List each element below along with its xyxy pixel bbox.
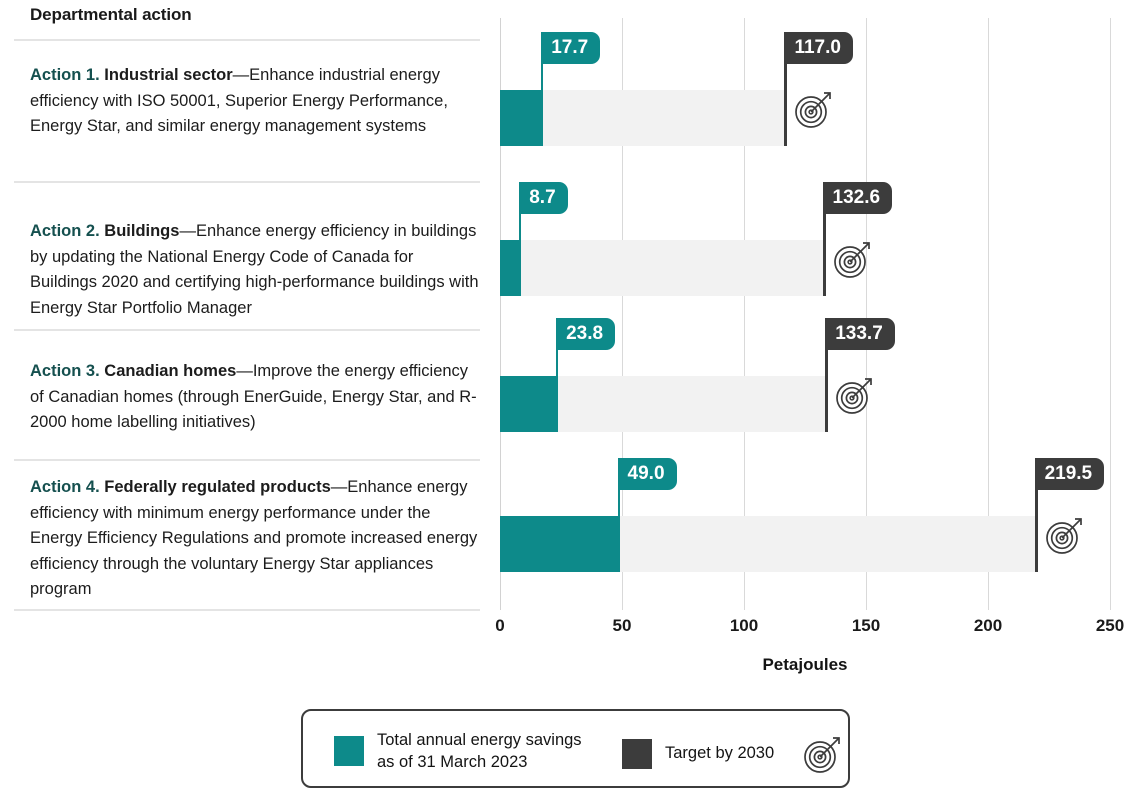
savings-value-label-3: 23.8 xyxy=(556,318,616,350)
gridline-0 xyxy=(500,18,501,610)
target-track-2 xyxy=(500,240,824,296)
plot-area: 0 50 100 150 200 250 17.7 117.0 8.7 132.6 23.8 133.… xyxy=(495,18,1124,635)
row-divider-1 xyxy=(14,181,480,183)
row-divider-4 xyxy=(14,609,480,611)
action-row-text-4: Action 4. Federally regulated products—E… xyxy=(30,475,480,603)
legend-label-target: Target by 2030 xyxy=(665,744,775,762)
legend-swatch-savings xyxy=(334,736,364,766)
target-icon xyxy=(800,731,846,777)
column-header: Departmental action xyxy=(30,5,192,24)
action-rest-4: —Enhance energy efficiency with minimum … xyxy=(30,478,478,598)
action-bold-1: Industrial sector xyxy=(104,66,233,84)
bar-chart: 0 50 100 150 200 250 17.7 117.0 8.7 132.6 23.8 133.… xyxy=(495,18,1124,674)
target-icon-2 xyxy=(830,236,876,282)
action-lead-3: Action 3. xyxy=(30,362,100,380)
target-value-label-1: 117.0 xyxy=(784,32,853,64)
savings-value-label-4: 49.0 xyxy=(617,458,677,490)
row-divider-2 xyxy=(14,329,480,331)
action-rest-2: —Enhance energy efficiency in buildings … xyxy=(30,222,479,317)
action-bold-2: Buildings xyxy=(104,222,180,240)
target-value-label-3: 133.7 xyxy=(825,318,895,350)
target-icon-3 xyxy=(832,372,878,418)
target-value-label-4: 219.5 xyxy=(1034,458,1105,490)
x-tick-label-100: 100 xyxy=(729,616,759,635)
action-row-text-2: Action 2. Buildings—Enhance energy effic… xyxy=(30,219,480,321)
gridline-250 xyxy=(1110,18,1111,610)
legend-swatch-target xyxy=(622,739,652,769)
savings-bar-1[interactable] xyxy=(500,90,544,146)
action-lead-2: Action 2. xyxy=(30,222,100,240)
savings-bar-2[interactable] xyxy=(500,240,522,296)
action-row-text-3: Action 3. Canadian homes—Improve the ene… xyxy=(30,359,480,436)
x-tick-label-0: 0 xyxy=(495,616,505,635)
target-line-2 xyxy=(822,182,826,296)
action-bold-3: Canadian homes xyxy=(104,362,237,380)
action-rest-1: —Enhance industrial energy efficiency wi… xyxy=(30,66,448,135)
gridline-50 xyxy=(622,18,623,610)
chart-legend: Total annual energy savings as of 31 Mar… xyxy=(301,709,850,788)
header-divider xyxy=(14,39,480,41)
x-tick-label-250: 250 xyxy=(1095,616,1125,635)
action-lead-1: Action 1. xyxy=(30,66,100,84)
action-row-text-1: Action 1. Industrial sector—Enhance indu… xyxy=(30,63,480,140)
x-axis-title: Petajoules xyxy=(762,655,848,674)
legend-label-savings: Total annual energy savings as of 31 Mar… xyxy=(377,731,582,771)
action-lead-4: Action 4. xyxy=(30,478,100,496)
savings-bar-3[interactable] xyxy=(500,376,559,432)
target-track-1 xyxy=(500,90,786,146)
action-rest-3: —Improve the energy efficiency of Canadi… xyxy=(30,362,477,431)
row-divider-3 xyxy=(14,459,480,461)
gridline-100 xyxy=(744,18,745,610)
x-tick-label-150: 150 xyxy=(851,616,881,635)
savings-bar-4[interactable] xyxy=(500,516,620,572)
target-line-4 xyxy=(1034,458,1038,572)
target-line-1 xyxy=(784,32,788,146)
target-icon-4 xyxy=(1042,512,1088,558)
action-bold-4: Federally regulated products xyxy=(104,478,331,496)
departmental-action-column: Departmental action Action 1. Industrial… xyxy=(0,0,490,620)
savings-value-label-1: 17.7 xyxy=(541,32,601,64)
target-icon-1 xyxy=(791,86,837,132)
savings-value-label-2: 8.7 xyxy=(519,182,568,214)
gridline-150 xyxy=(866,18,867,610)
x-tick-label-200: 200 xyxy=(973,616,1003,635)
gridline-200 xyxy=(988,18,989,610)
target-line-3 xyxy=(825,318,829,432)
target-value-label-2: 132.6 xyxy=(822,182,893,214)
x-tick-label-50: 50 xyxy=(612,616,632,635)
